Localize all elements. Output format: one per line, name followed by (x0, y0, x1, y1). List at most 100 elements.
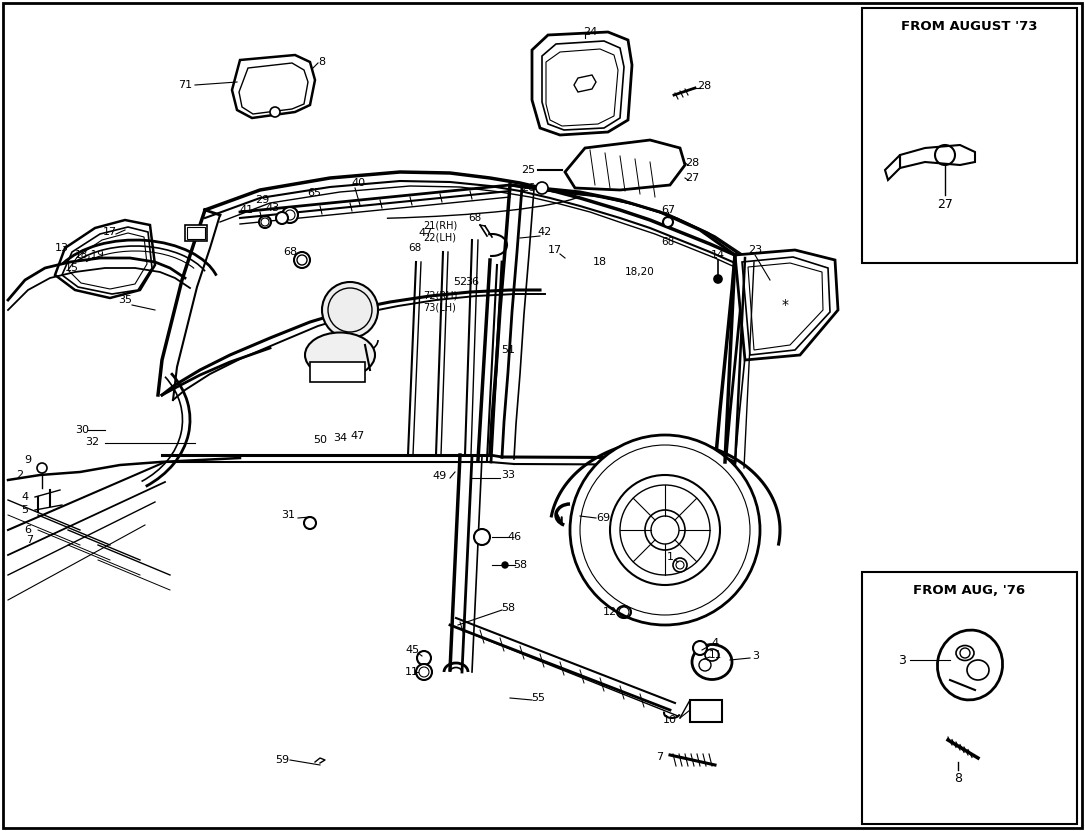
Text: 32: 32 (85, 437, 99, 447)
Ellipse shape (937, 630, 1003, 700)
Text: 29: 29 (255, 195, 269, 205)
Circle shape (304, 517, 316, 529)
Text: 4: 4 (712, 638, 718, 648)
Text: 27: 27 (685, 173, 699, 183)
Circle shape (714, 275, 722, 283)
Text: 18: 18 (592, 257, 608, 267)
Text: 6: 6 (25, 525, 31, 535)
Text: 25: 25 (521, 165, 535, 175)
Circle shape (416, 664, 432, 680)
Text: 17: 17 (103, 227, 117, 237)
Bar (186, 225, 207, 241)
Text: 1: 1 (666, 552, 674, 562)
Circle shape (322, 282, 378, 338)
Text: 18,19: 18,19 (75, 250, 105, 260)
Text: 68: 68 (662, 237, 675, 247)
Polygon shape (62, 227, 152, 294)
Polygon shape (574, 75, 596, 92)
Text: 21(RH): 21(RH) (423, 220, 457, 230)
Text: 43: 43 (265, 203, 279, 213)
Text: 3: 3 (898, 653, 906, 666)
Text: 15: 15 (65, 263, 79, 273)
Text: 67: 67 (661, 205, 675, 215)
Text: 13: 13 (55, 243, 69, 253)
Circle shape (282, 207, 298, 223)
Text: 47: 47 (419, 228, 433, 238)
Text: 11: 11 (709, 650, 722, 660)
Text: 14: 14 (711, 250, 725, 260)
Text: 34: 34 (333, 433, 347, 443)
Text: 45: 45 (405, 645, 419, 655)
Text: 68: 68 (408, 243, 422, 253)
Polygon shape (885, 155, 899, 180)
Text: 22(LH): 22(LH) (423, 233, 457, 243)
Polygon shape (55, 220, 155, 298)
Circle shape (259, 216, 271, 228)
Bar (310, 362, 365, 382)
Circle shape (693, 641, 707, 655)
Circle shape (417, 651, 431, 665)
Text: 7: 7 (656, 752, 664, 762)
Polygon shape (532, 32, 631, 135)
Text: 50: 50 (312, 435, 327, 445)
Circle shape (570, 435, 759, 625)
Text: *: * (781, 298, 789, 312)
Text: 31: 31 (281, 510, 295, 520)
Text: 9: 9 (25, 455, 31, 465)
Text: 11: 11 (405, 667, 419, 677)
Text: 49: 49 (433, 471, 447, 481)
Text: 8: 8 (954, 771, 962, 784)
Circle shape (502, 562, 508, 568)
Text: 73(LH): 73(LH) (423, 302, 457, 312)
Polygon shape (232, 55, 315, 118)
Bar (187, 227, 205, 239)
Text: 46: 46 (508, 532, 522, 542)
Text: 2: 2 (16, 470, 24, 480)
Circle shape (37, 463, 47, 473)
Text: 8: 8 (318, 57, 326, 67)
Ellipse shape (305, 332, 375, 377)
Polygon shape (899, 145, 975, 168)
Text: 30: 30 (75, 425, 89, 435)
Text: 18,20: 18,20 (625, 267, 655, 277)
Text: 40: 40 (350, 178, 365, 188)
Text: 33: 33 (501, 470, 515, 480)
Bar (861, 8, 1077, 263)
Circle shape (673, 558, 687, 572)
Text: 4: 4 (22, 492, 28, 502)
Text: 51: 51 (501, 345, 515, 355)
Circle shape (610, 475, 720, 585)
Text: 59: 59 (275, 755, 289, 765)
Circle shape (644, 510, 685, 550)
Circle shape (276, 212, 288, 224)
Text: 12: 12 (603, 607, 617, 617)
Circle shape (474, 529, 490, 545)
Text: 28: 28 (685, 158, 699, 168)
Polygon shape (735, 250, 838, 360)
Text: 3: 3 (753, 651, 759, 661)
Circle shape (663, 217, 673, 227)
Text: 24: 24 (583, 27, 597, 37)
Bar (690, 700, 722, 722)
Text: 72(RH): 72(RH) (423, 290, 457, 300)
Circle shape (294, 252, 310, 268)
Text: FROM AUGUST '73: FROM AUGUST '73 (902, 19, 1037, 32)
Polygon shape (565, 140, 685, 190)
Text: 26: 26 (521, 183, 535, 193)
Text: 68: 68 (469, 213, 482, 223)
Bar (861, 572, 1077, 824)
Text: 23: 23 (748, 245, 762, 255)
Text: FROM AUG, '76: FROM AUG, '76 (914, 583, 1025, 597)
Circle shape (536, 182, 548, 194)
Circle shape (270, 107, 280, 117)
Text: 7: 7 (26, 535, 34, 545)
Text: 71: 71 (178, 80, 192, 90)
Text: 55: 55 (531, 693, 545, 703)
Text: 28: 28 (697, 81, 711, 91)
Text: 58: 58 (501, 603, 515, 613)
Text: 47: 47 (350, 431, 366, 441)
Text: 65: 65 (307, 188, 321, 198)
Text: 36: 36 (465, 277, 478, 287)
Text: 69: 69 (596, 513, 610, 523)
Text: 5: 5 (22, 505, 28, 515)
